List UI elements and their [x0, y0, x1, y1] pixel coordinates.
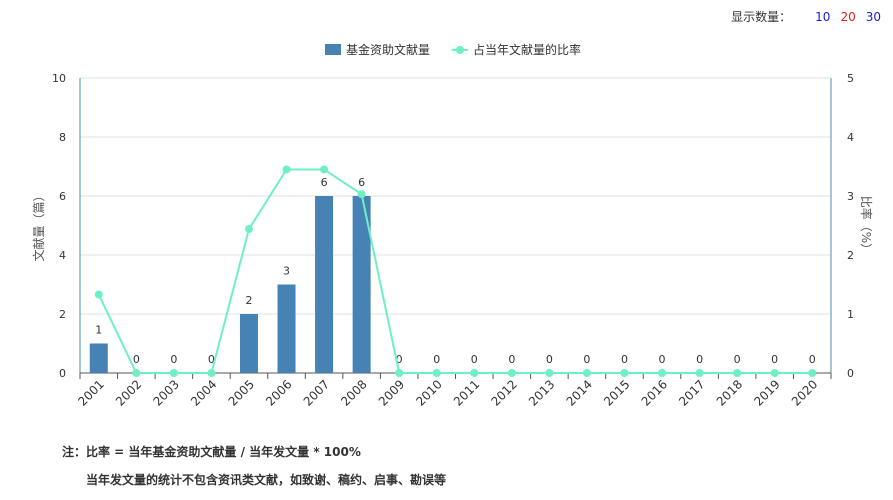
legend-label-bar: 基金资助文献量	[346, 42, 430, 57]
x-tick-label: 2019	[751, 377, 782, 408]
ratio-point	[94, 290, 103, 299]
y-left-tick-label: 8	[59, 131, 66, 144]
bar-data-label: 0	[546, 353, 553, 366]
x-tick-label: 2003	[150, 377, 181, 408]
bar-data-label: 0	[433, 353, 440, 366]
ratio-point	[132, 369, 141, 377]
bar-data-label: 0	[659, 353, 666, 366]
bar-data-label: 0	[208, 353, 215, 366]
page-size-option-20[interactable]: 20	[840, 9, 856, 24]
y-left-tick-label: 4	[59, 249, 66, 262]
ratio-point	[470, 369, 479, 377]
x-tick-label: 2018	[714, 377, 745, 408]
y-left-tick-label: 0	[59, 367, 66, 380]
y-right-tick-label: 0	[847, 367, 854, 380]
bar	[89, 343, 108, 373]
bar-data-label: 0	[809, 353, 816, 366]
x-tick-label: 2004	[188, 377, 219, 408]
x-tick-label: 2008	[338, 377, 369, 408]
page-size-label: 显示数量：	[731, 10, 792, 24]
ratio-point	[244, 225, 253, 234]
page-size-selector: 显示数量： 10 20 30	[731, 8, 881, 25]
ratio-point	[357, 190, 366, 199]
bar	[352, 196, 371, 373]
ratio-line	[97, 168, 813, 374]
bar-data-label: 0	[396, 353, 403, 366]
y-right-tick-label: 3	[847, 190, 854, 203]
x-tick-label: 2020	[789, 377, 820, 408]
bar	[239, 314, 258, 373]
y-left-tick-label: 2	[59, 308, 66, 321]
ratio-point	[207, 369, 216, 377]
y-right-tick-label: 4	[847, 131, 854, 144]
x-tick-label: 2014	[564, 377, 595, 408]
ratio-point	[545, 369, 554, 377]
x-tick-label: 2011	[451, 377, 482, 408]
y-left-tick-label: 6	[59, 190, 66, 203]
ratio-point	[395, 369, 404, 377]
bar-data-label: 0	[696, 353, 703, 366]
bar-data-label: 0	[734, 353, 741, 366]
ratio-point	[507, 369, 516, 377]
x-tick-label: 2002	[113, 377, 144, 408]
x-tick-label: 2017	[676, 377, 707, 408]
bar-data-label: 6	[358, 176, 365, 189]
y-right-axis-title: 比率（%）	[859, 196, 874, 255]
bar	[315, 196, 334, 373]
ratio-point	[770, 369, 779, 377]
y-left-axis-title: 文献量（篇）	[31, 189, 46, 261]
bar-data-label: 0	[508, 353, 515, 366]
bar-data-label: 0	[133, 353, 140, 366]
bar-data-label: 0	[170, 353, 177, 366]
ratio-point	[432, 369, 441, 377]
x-tick-label: 2010	[413, 377, 444, 408]
y-right-tick-label: 2	[847, 249, 854, 262]
ratio-point	[658, 369, 667, 377]
x-tick-label: 2007	[301, 377, 332, 408]
x-tick-label: 2016	[639, 377, 670, 408]
bar-data-label: 0	[583, 353, 590, 366]
bar-data-label: 0	[471, 353, 478, 366]
ratio-point	[695, 369, 704, 377]
x-tick-label: 2013	[526, 377, 557, 408]
ratio-point	[733, 369, 742, 377]
bar-data-label: 6	[321, 176, 328, 189]
y-left-tick-label: 10	[52, 72, 66, 85]
x-tick-label: 2005	[226, 377, 257, 408]
bar-data-label: 1	[95, 324, 102, 337]
x-tick-label: 2001	[75, 377, 106, 408]
bar-data-label: 2	[245, 294, 252, 307]
y-right-tick-label: 1	[847, 308, 854, 321]
ratio-point	[320, 165, 329, 174]
y-right-tick-label: 5	[847, 72, 854, 85]
ratio-point	[620, 369, 629, 377]
bar	[277, 284, 296, 373]
bar-data-label: 0	[621, 353, 628, 366]
note-ratio: 注：比率 = 当年基金资助文献量 / 当年发文量 * 100%	[62, 445, 361, 459]
legend-swatch-line-marker	[456, 46, 464, 54]
legend-label-line: 占当年文献量的比率	[473, 42, 581, 57]
page-size-option-30[interactable]: 30	[865, 9, 881, 24]
legend-swatch-bar	[325, 44, 341, 55]
x-tick-label: 2012	[488, 377, 519, 408]
x-tick-label: 2009	[376, 377, 407, 408]
ratio-point	[282, 165, 291, 174]
bar-data-label: 0	[771, 353, 778, 366]
x-tick-label: 2006	[263, 377, 294, 408]
page-size-option-10[interactable]: 10	[815, 9, 831, 24]
bar-data-label: 3	[283, 265, 290, 278]
ratio-point	[169, 369, 178, 377]
ratio-point	[582, 369, 591, 377]
x-tick-label: 2015	[601, 377, 632, 408]
note-exclusion: 当年发文量的统计不包含资讯类文献，如致谢、稿约、启事、勘误等	[86, 473, 447, 487]
ratio-point	[808, 369, 817, 377]
